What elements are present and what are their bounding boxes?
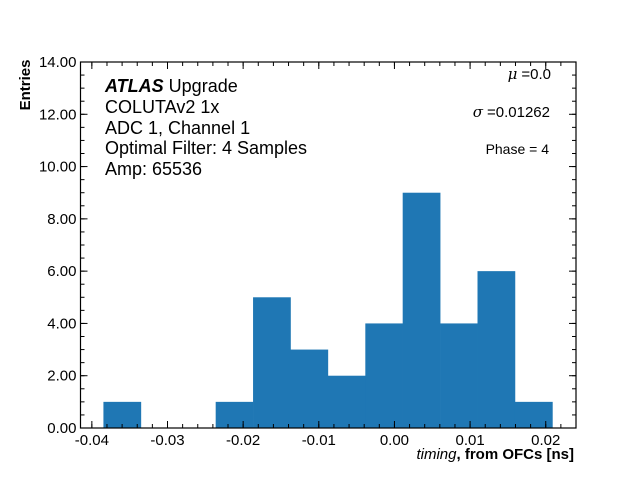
y-tick-label: 4.00 [47,315,76,332]
histogram-bar [514,401,553,428]
y-tick-label: 14.00 [39,54,77,71]
annotation-line-1: COLUTAv2 1x [105,97,219,117]
atlas-bold: ATLAS [104,76,164,96]
y-tick-label: 2.00 [47,368,76,385]
y-tick-label: 10.00 [39,159,77,176]
x-tick-label: -0.03 [150,432,184,449]
y-tick-label: 12.00 [39,106,77,123]
sigma-value: =0.01262 [487,104,550,121]
histogram-bar [215,401,254,428]
mu-value: =0.0 [521,66,551,83]
sigma-symbol: σ [473,103,484,121]
annotation-line-2: ADC 1, Channel 1 [105,118,250,138]
x-tick-label: -0.04 [75,432,109,449]
annotation-line-3: Optimal Filter: 4 Samples [105,138,307,158]
sigma-stat: σ =0.01262 [473,103,550,121]
y-tick-label: 8.00 [47,211,76,228]
atlas-rest: Upgrade [164,76,238,96]
phase-stat: Phase = 4 [486,141,550,157]
bars-group [103,192,553,428]
x-tick-label: -0.01 [302,432,336,449]
ticks-group: -0.04 -0.03 -0.02 -0.01 0.00 0.01 0.02 0.00 2.00… [39,54,577,449]
y-tick-label: 6.00 [47,263,76,280]
mu-stat: μ =0.0 [508,65,551,83]
x-axis-label-rest: , from OFCs [ns] [456,446,574,463]
histogram-bar [103,401,142,428]
histogram-bar [477,271,516,428]
x-tick-label: 0.02 [531,432,560,449]
mu-symbol: μ [508,65,518,83]
annotation-line-4: Amp: 65536 [105,159,202,179]
atlas-label: ATLAS Upgrade [104,76,238,96]
histogram-bar [440,323,478,428]
histogram-bar [253,297,291,428]
x-tick-label: -0.02 [226,432,260,449]
plot-frame [79,61,577,429]
histogram-bar [327,375,366,428]
x-axis-label-italic: timing [416,446,457,463]
x-tick-label: 0.01 [455,432,484,449]
x-tick-label: 0.00 [380,432,409,449]
histogram-bar [365,323,403,428]
x-axis-label: timing, from OFCs [ns] [416,446,574,463]
y-tick-label: 0.00 [47,420,76,437]
histogram-bar [290,349,329,428]
y-axis-label: Entries [17,60,34,111]
histogram-bar [402,192,441,428]
